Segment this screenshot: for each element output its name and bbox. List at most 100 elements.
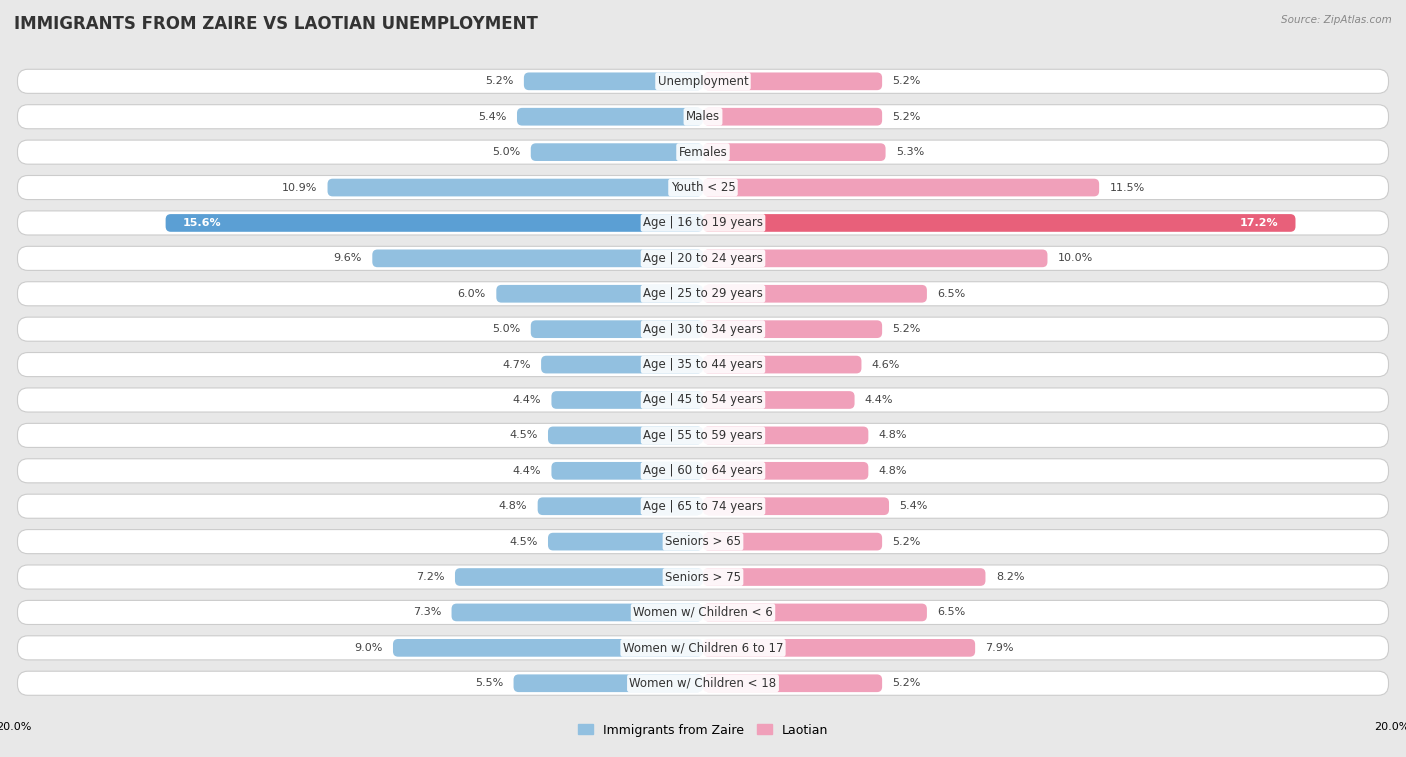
FancyBboxPatch shape <box>551 391 703 409</box>
FancyBboxPatch shape <box>703 285 927 303</box>
Text: Age | 20 to 24 years: Age | 20 to 24 years <box>643 252 763 265</box>
Text: 5.3%: 5.3% <box>896 147 924 157</box>
Text: Women w/ Children < 6: Women w/ Children < 6 <box>633 606 773 619</box>
Text: Unemployment: Unemployment <box>658 75 748 88</box>
FancyBboxPatch shape <box>703 73 882 90</box>
FancyBboxPatch shape <box>703 356 862 373</box>
Text: 6.5%: 6.5% <box>938 288 966 299</box>
Text: 5.2%: 5.2% <box>893 324 921 334</box>
Text: Age | 30 to 34 years: Age | 30 to 34 years <box>643 322 763 335</box>
FancyBboxPatch shape <box>17 423 1389 447</box>
FancyBboxPatch shape <box>17 353 1389 377</box>
FancyBboxPatch shape <box>17 388 1389 412</box>
Text: 4.4%: 4.4% <box>513 466 541 476</box>
FancyBboxPatch shape <box>703 214 1295 232</box>
Text: 5.4%: 5.4% <box>900 501 928 511</box>
FancyBboxPatch shape <box>17 671 1389 695</box>
FancyBboxPatch shape <box>456 569 703 586</box>
Text: Youth < 25: Youth < 25 <box>671 181 735 194</box>
FancyBboxPatch shape <box>703 639 976 657</box>
FancyBboxPatch shape <box>703 603 927 621</box>
FancyBboxPatch shape <box>524 73 703 90</box>
Text: 5.0%: 5.0% <box>492 324 520 334</box>
Text: Age | 16 to 19 years: Age | 16 to 19 years <box>643 217 763 229</box>
Text: Age | 35 to 44 years: Age | 35 to 44 years <box>643 358 763 371</box>
FancyBboxPatch shape <box>17 282 1389 306</box>
FancyBboxPatch shape <box>17 565 1389 589</box>
Text: 7.3%: 7.3% <box>413 607 441 618</box>
FancyBboxPatch shape <box>703 250 1047 267</box>
FancyBboxPatch shape <box>328 179 703 196</box>
Text: Age | 25 to 29 years: Age | 25 to 29 years <box>643 287 763 301</box>
Text: 5.5%: 5.5% <box>475 678 503 688</box>
Text: Seniors > 65: Seniors > 65 <box>665 535 741 548</box>
Text: 8.2%: 8.2% <box>995 572 1025 582</box>
Text: Women w/ Children 6 to 17: Women w/ Children 6 to 17 <box>623 641 783 654</box>
Text: 5.2%: 5.2% <box>893 678 921 688</box>
FancyBboxPatch shape <box>703 426 869 444</box>
FancyBboxPatch shape <box>703 179 1099 196</box>
Text: 4.4%: 4.4% <box>865 395 893 405</box>
FancyBboxPatch shape <box>531 320 703 338</box>
Text: 7.9%: 7.9% <box>986 643 1014 653</box>
Text: 4.5%: 4.5% <box>509 537 537 547</box>
Text: 9.0%: 9.0% <box>354 643 382 653</box>
Text: 17.2%: 17.2% <box>1240 218 1278 228</box>
FancyBboxPatch shape <box>703 391 855 409</box>
FancyBboxPatch shape <box>17 140 1389 164</box>
Text: 4.8%: 4.8% <box>879 466 907 476</box>
FancyBboxPatch shape <box>166 214 703 232</box>
Text: 5.2%: 5.2% <box>893 537 921 547</box>
FancyBboxPatch shape <box>17 530 1389 553</box>
Text: 5.0%: 5.0% <box>492 147 520 157</box>
FancyBboxPatch shape <box>17 636 1389 660</box>
FancyBboxPatch shape <box>703 462 869 480</box>
Legend: Immigrants from Zaire, Laotian: Immigrants from Zaire, Laotian <box>574 718 832 742</box>
Text: 6.0%: 6.0% <box>458 288 486 299</box>
FancyBboxPatch shape <box>551 462 703 480</box>
Text: 9.6%: 9.6% <box>333 254 361 263</box>
Text: Males: Males <box>686 111 720 123</box>
FancyBboxPatch shape <box>703 320 882 338</box>
Text: Women w/ Children < 18: Women w/ Children < 18 <box>630 677 776 690</box>
FancyBboxPatch shape <box>496 285 703 303</box>
Text: 10.9%: 10.9% <box>281 182 318 192</box>
Text: IMMIGRANTS FROM ZAIRE VS LAOTIAN UNEMPLOYMENT: IMMIGRANTS FROM ZAIRE VS LAOTIAN UNEMPLO… <box>14 15 538 33</box>
Text: 4.4%: 4.4% <box>513 395 541 405</box>
Text: 5.4%: 5.4% <box>478 112 506 122</box>
Text: Age | 60 to 64 years: Age | 60 to 64 years <box>643 464 763 478</box>
FancyBboxPatch shape <box>17 246 1389 270</box>
FancyBboxPatch shape <box>531 143 703 161</box>
Text: 4.8%: 4.8% <box>499 501 527 511</box>
FancyBboxPatch shape <box>703 108 882 126</box>
Text: Age | 55 to 59 years: Age | 55 to 59 years <box>643 429 763 442</box>
Text: 4.8%: 4.8% <box>879 431 907 441</box>
FancyBboxPatch shape <box>17 70 1389 93</box>
FancyBboxPatch shape <box>703 143 886 161</box>
FancyBboxPatch shape <box>548 426 703 444</box>
FancyBboxPatch shape <box>703 569 986 586</box>
FancyBboxPatch shape <box>513 674 703 692</box>
Text: 7.2%: 7.2% <box>416 572 444 582</box>
Text: Females: Females <box>679 145 727 159</box>
Text: Age | 45 to 54 years: Age | 45 to 54 years <box>643 394 763 407</box>
FancyBboxPatch shape <box>537 497 703 515</box>
Text: 6.5%: 6.5% <box>938 607 966 618</box>
FancyBboxPatch shape <box>517 108 703 126</box>
FancyBboxPatch shape <box>17 317 1389 341</box>
FancyBboxPatch shape <box>17 104 1389 129</box>
Text: 10.0%: 10.0% <box>1057 254 1092 263</box>
FancyBboxPatch shape <box>451 603 703 621</box>
FancyBboxPatch shape <box>17 600 1389 625</box>
FancyBboxPatch shape <box>703 533 882 550</box>
Text: 5.2%: 5.2% <box>893 112 921 122</box>
FancyBboxPatch shape <box>17 494 1389 519</box>
FancyBboxPatch shape <box>17 459 1389 483</box>
Text: 5.2%: 5.2% <box>485 76 513 86</box>
Text: 5.2%: 5.2% <box>893 76 921 86</box>
FancyBboxPatch shape <box>541 356 703 373</box>
Text: 4.6%: 4.6% <box>872 360 900 369</box>
Text: 15.6%: 15.6% <box>183 218 222 228</box>
Text: 4.5%: 4.5% <box>509 431 537 441</box>
FancyBboxPatch shape <box>703 497 889 515</box>
